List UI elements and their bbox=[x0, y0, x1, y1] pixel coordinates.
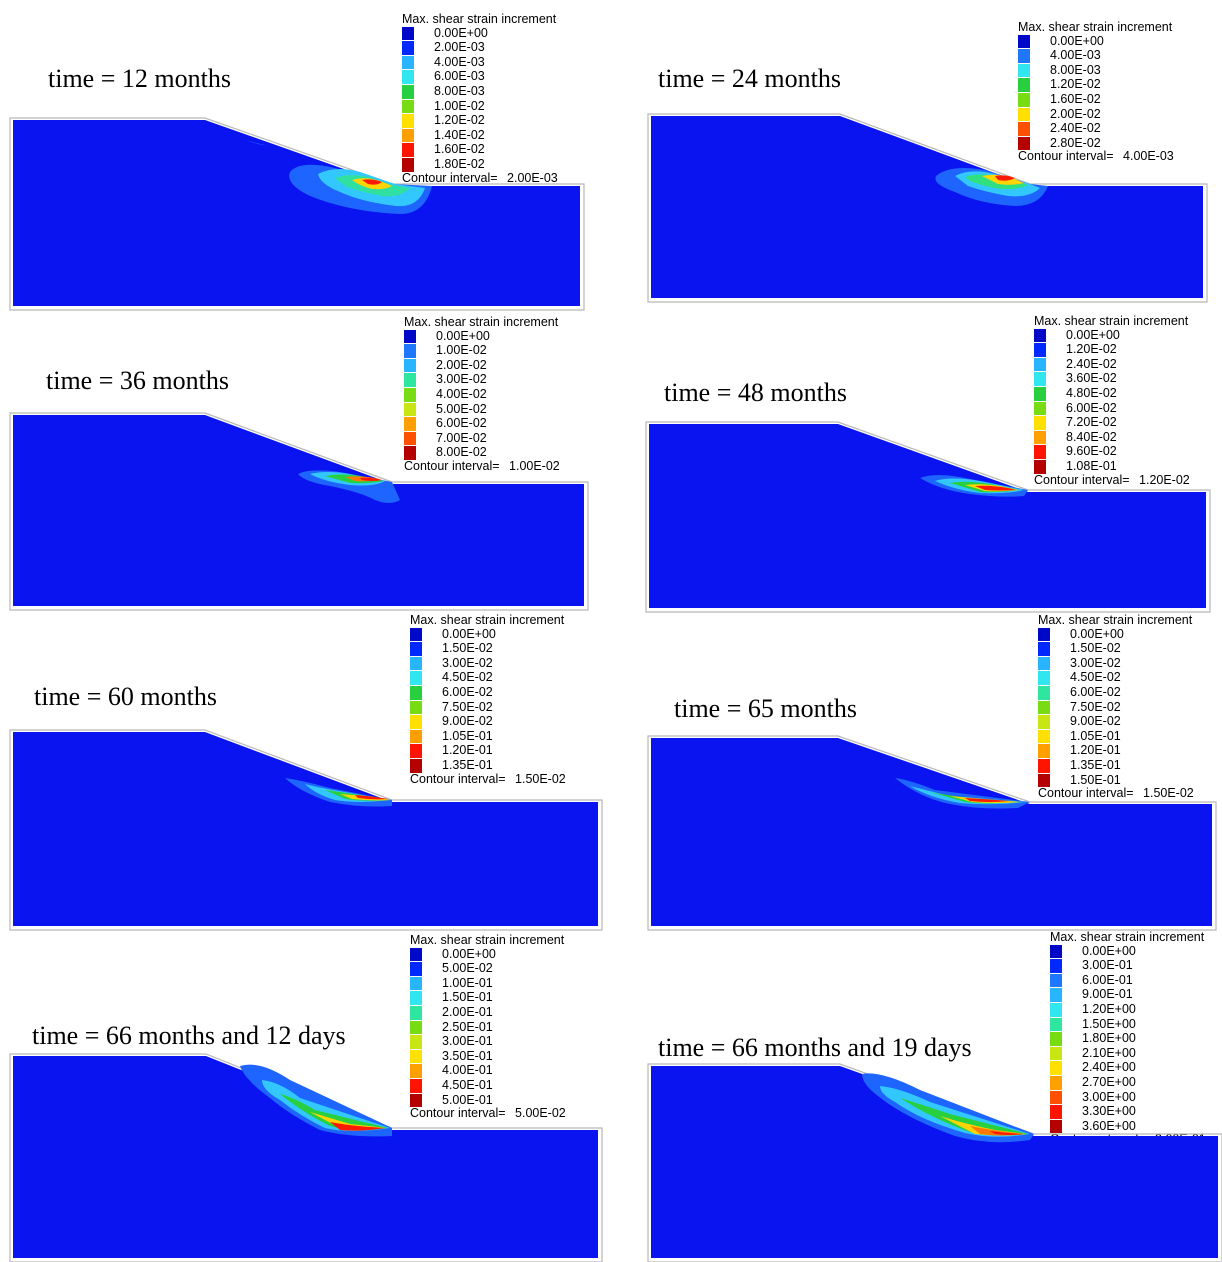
slope-model-66-months-19-days bbox=[648, 1064, 1222, 1262]
soil-body bbox=[649, 424, 1206, 608]
soil-body bbox=[13, 1056, 598, 1258]
slope-model-12-months bbox=[10, 118, 584, 310]
soil-body bbox=[651, 1066, 1218, 1258]
slope-model-24-months bbox=[648, 114, 1207, 302]
slope-model-36-months bbox=[10, 413, 588, 610]
slope-model-65-months bbox=[648, 736, 1216, 930]
slope-model-60-months bbox=[10, 730, 602, 930]
soil-body bbox=[651, 738, 1212, 926]
soil-body bbox=[13, 415, 584, 606]
soil-body bbox=[13, 120, 580, 306]
soil-body bbox=[13, 732, 598, 926]
slope-model-48-months bbox=[646, 422, 1210, 612]
slope-model-66-months-12-days bbox=[10, 1054, 602, 1262]
soil-body bbox=[651, 116, 1203, 298]
